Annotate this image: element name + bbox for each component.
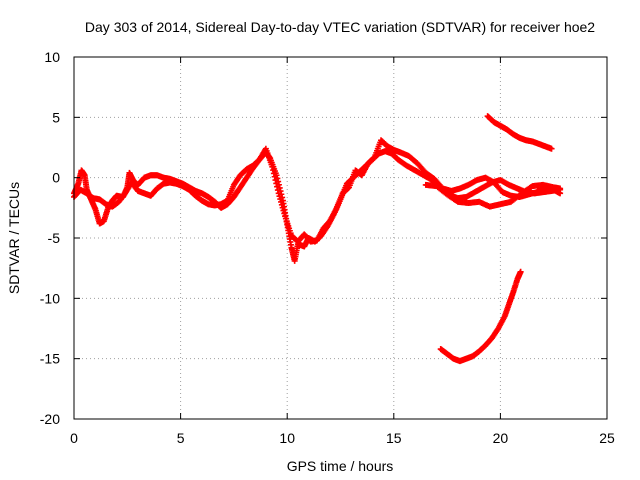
axis-tick-labels: 0 5 10 15 20 25 -20 -15 -10 -5 0 5 10 [40, 49, 615, 446]
y-tick-label: -15 [40, 351, 60, 367]
series-trace-b [71, 137, 564, 245]
data-point [548, 145, 555, 152]
series-trace-c [422, 181, 564, 210]
y-tick-label: -10 [40, 290, 60, 306]
series-trace-e [437, 268, 524, 365]
x-tick-label: 20 [493, 430, 509, 446]
data-point [557, 185, 564, 192]
x-tick-label: 25 [599, 430, 615, 446]
series-trace-d [484, 113, 555, 152]
x-tick-label: 10 [279, 430, 295, 446]
y-tick-label: -5 [48, 230, 61, 246]
grid [74, 57, 607, 419]
chart-title: Day 303 of 2014, Sidereal Day-to-day VTE… [85, 19, 595, 35]
data-point [517, 268, 524, 275]
x-tick-label: 0 [70, 430, 78, 446]
data-points [71, 113, 564, 365]
y-tick-label: 0 [52, 170, 60, 186]
y-tick-label: 10 [44, 49, 60, 65]
x-tick-label: 5 [177, 430, 185, 446]
y-tick-label: 5 [52, 109, 60, 125]
y-axis-label: SDTVAR / TECUs [6, 182, 22, 294]
x-axis-label: GPS time / hours [287, 458, 394, 474]
y-tick-label: -20 [40, 411, 60, 427]
x-tick-label: 15 [386, 430, 402, 446]
axis-ticks [73, 56, 608, 420]
